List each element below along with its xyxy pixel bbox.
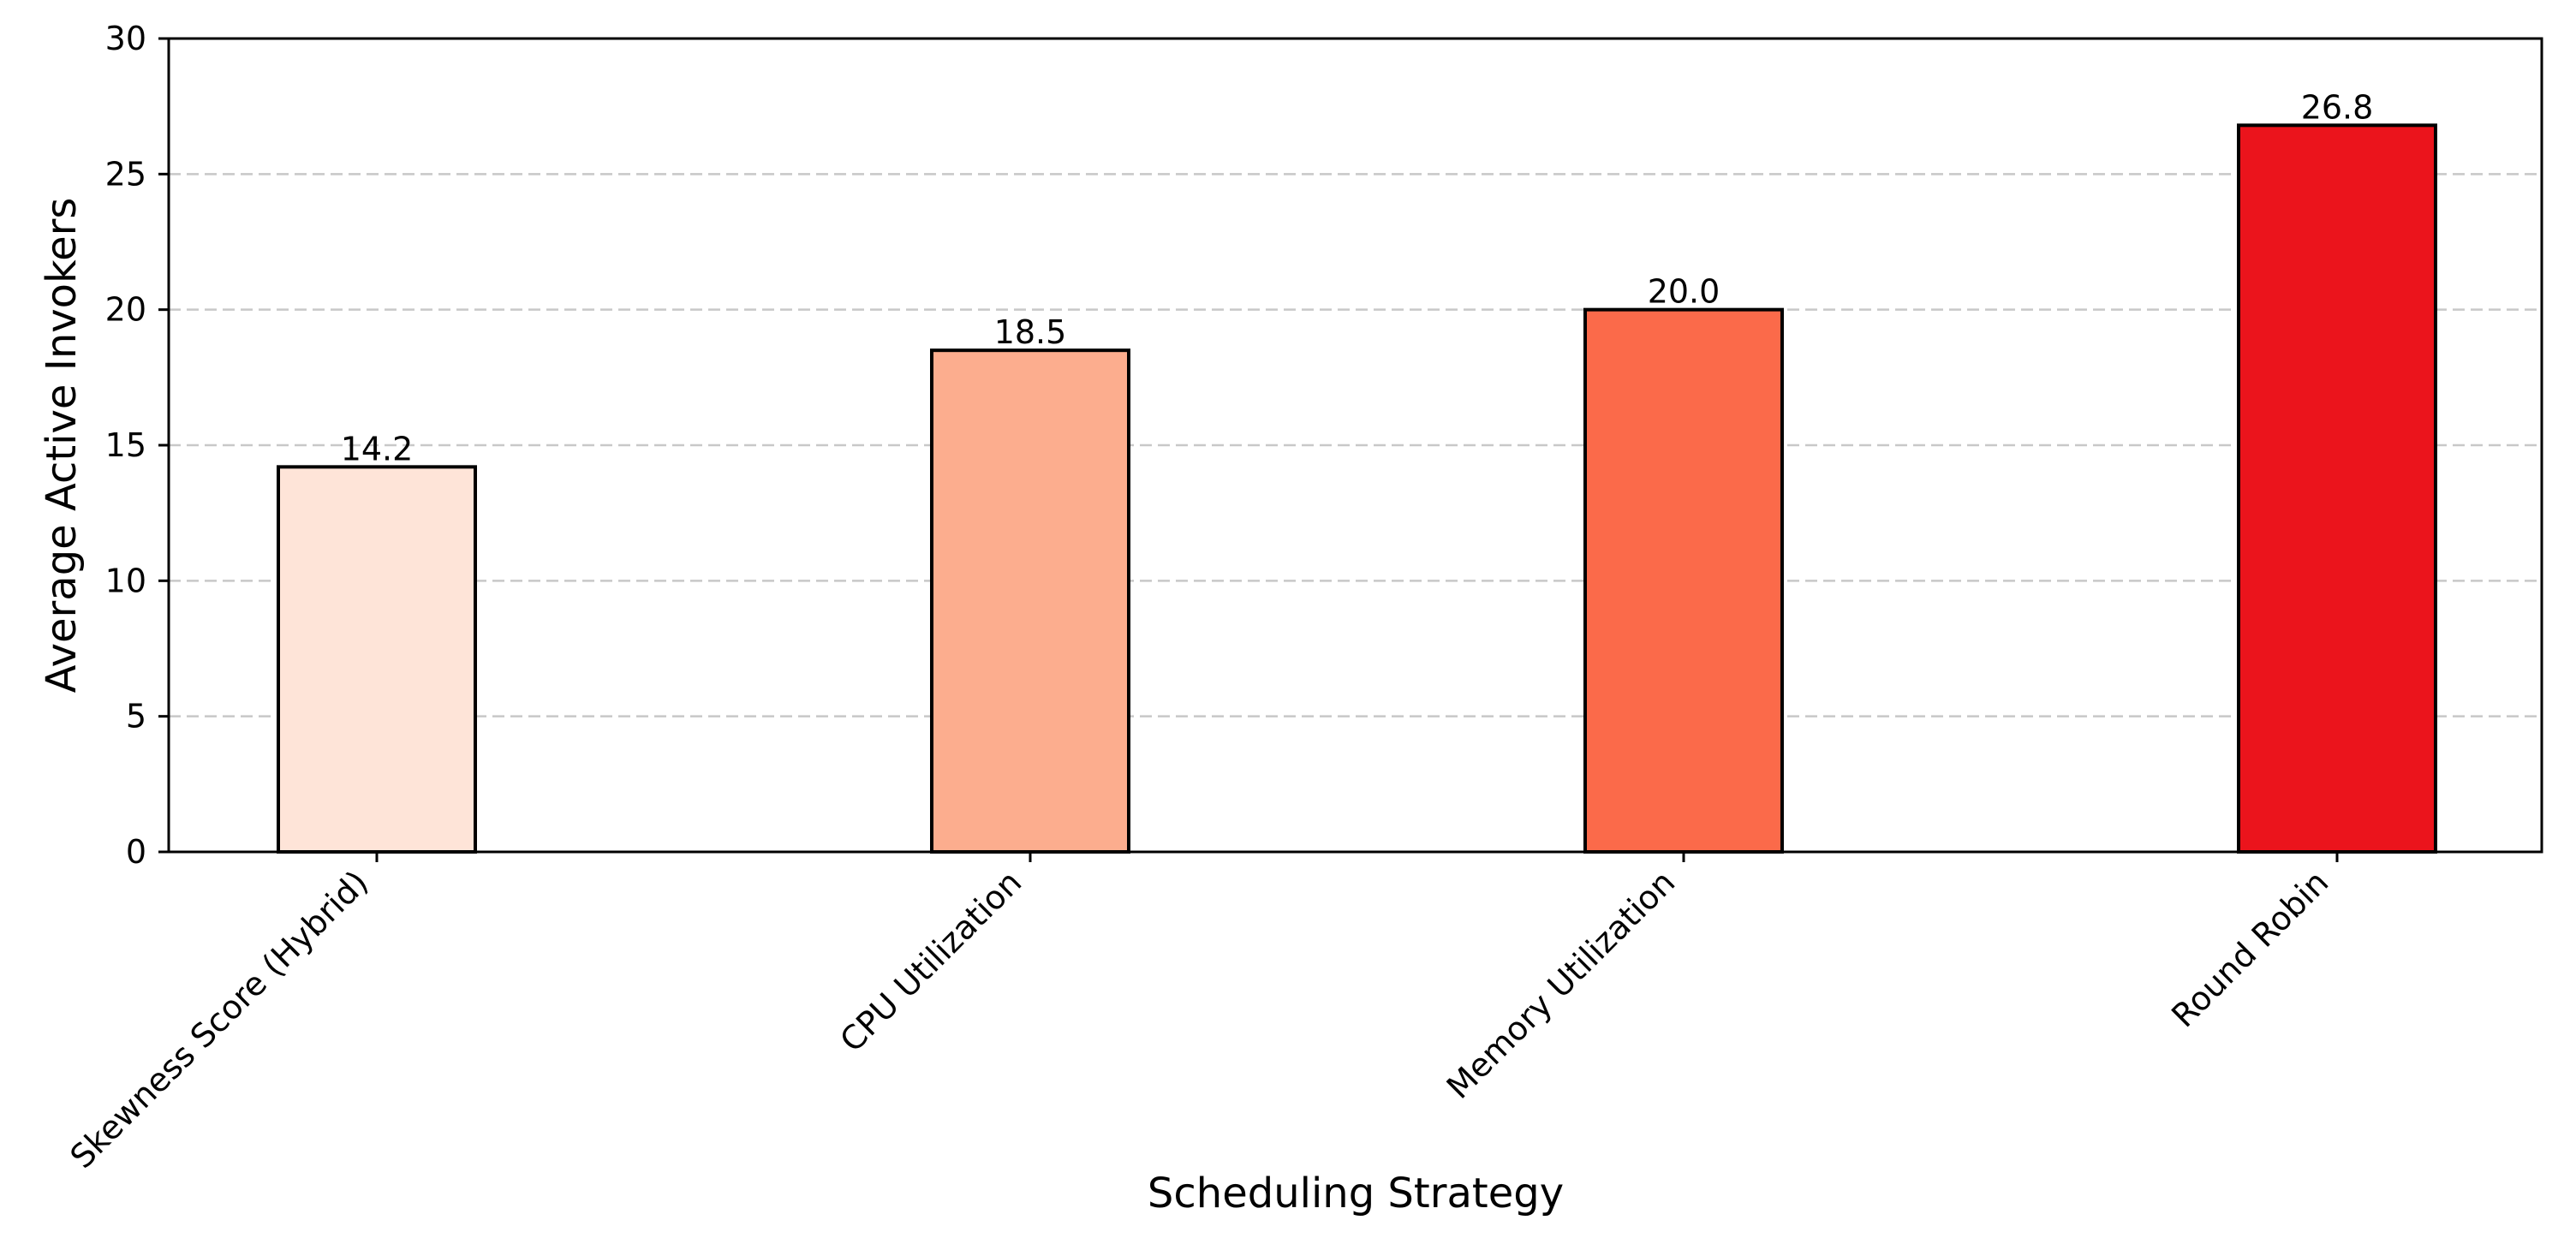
y-tick-label: 30 xyxy=(105,20,146,57)
y-tick-label: 10 xyxy=(105,562,146,599)
bar-value-label: 14.2 xyxy=(341,430,414,467)
bar xyxy=(930,348,1130,854)
bar xyxy=(2237,123,2437,854)
y-tick-label: 0 xyxy=(126,833,146,871)
bar-value-label: 26.8 xyxy=(2301,88,2374,126)
bar xyxy=(277,465,477,854)
y-tick-label: 15 xyxy=(105,426,146,464)
x-axis: Skewness Score (Hybrid) CPU Utilization Me… xyxy=(63,852,2339,1176)
x-tick-label: Memory Utilization xyxy=(1440,863,1683,1106)
y-axis-label: Average Active Invokers xyxy=(38,198,86,693)
bar-value-label: 20.0 xyxy=(1648,273,1720,311)
y-axis: 0 5 10 15 20 25 30 xyxy=(105,20,169,871)
grid-layer xyxy=(169,173,2542,717)
x-axis-label: Scheduling Strategy xyxy=(1148,1170,1564,1217)
x-tick-label: CPU Utilization xyxy=(832,863,1029,1059)
x-tick-label: Round Robin xyxy=(2164,863,2335,1034)
bar xyxy=(1583,307,1784,854)
bar-value-label: 18.5 xyxy=(994,313,1067,351)
y-tick-label: 20 xyxy=(105,291,146,329)
y-tick-label: 5 xyxy=(126,698,146,735)
x-tick-label: Skewness Score (Hybrid) xyxy=(63,863,375,1176)
y-tick-label: 25 xyxy=(105,155,146,193)
data-label-layer: 14.2 18.5 20.0 26.8 xyxy=(341,88,2374,467)
bar-layer xyxy=(277,123,2437,854)
